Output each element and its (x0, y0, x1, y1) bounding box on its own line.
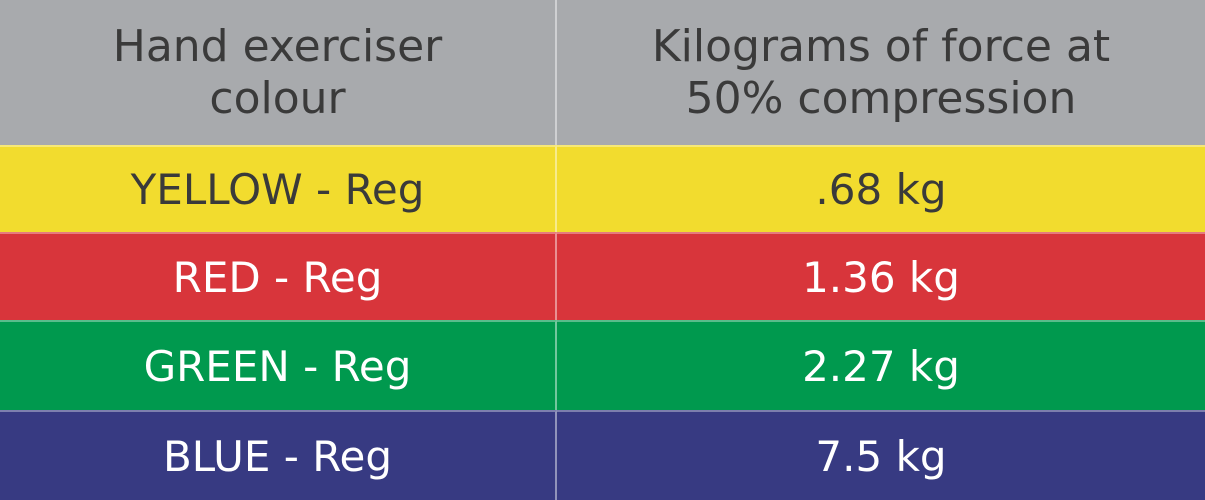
cell-text: .68 kg (815, 165, 947, 214)
header-text: Kilograms of force at (651, 20, 1111, 72)
header-cell: Kilograms of force at 50% compression (557, 0, 1205, 145)
cell-text: 2.27 kg (802, 341, 960, 391)
table-cell: 7.5 kg (557, 410, 1205, 500)
table-cell: GREEN - Reg (0, 320, 557, 410)
table-cell: 1.36 kg (557, 232, 1205, 320)
cell-text: YELLOW - Reg (130, 165, 425, 214)
table-cell: BLUE - Reg (0, 410, 557, 500)
header-text: Hand exerciser (112, 20, 443, 72)
header-text: 50% compression (685, 72, 1077, 124)
cell-text: BLUE - Reg (162, 431, 393, 481)
cell-text: 1.36 kg (802, 252, 960, 302)
table-cell: YELLOW - Reg (0, 145, 557, 232)
table-cell: .68 kg (557, 145, 1205, 232)
table-cell: 2.27 kg (557, 320, 1205, 410)
header-cell: Hand exerciser colour (0, 0, 557, 145)
header-text: colour (209, 72, 346, 124)
table-cell: RED - Reg (0, 232, 557, 320)
cell-text: 7.5 kg (815, 431, 947, 481)
cell-text: GREEN - Reg (143, 341, 412, 391)
cell-text: RED - Reg (172, 252, 383, 302)
